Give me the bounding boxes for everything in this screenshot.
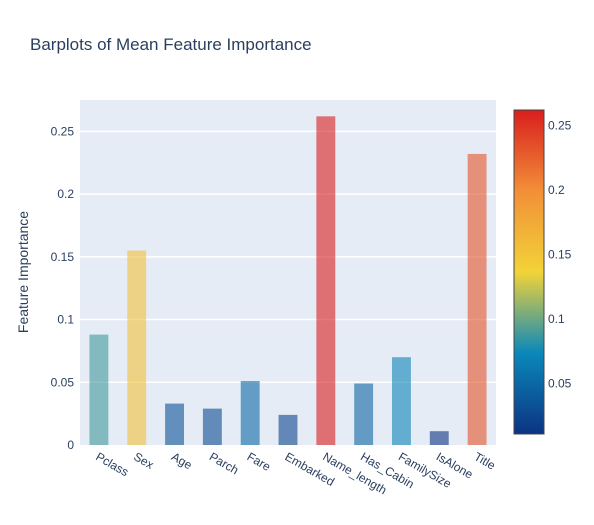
chart-title: Barplots of Mean Feature Importance <box>30 35 312 54</box>
bar-age <box>165 403 184 445</box>
x-axis-ticks: Pclass Sex Age Parch Fare EmbarkedName_length… <box>93 449 498 497</box>
colorbar-tick-label: 0.15 <box>548 248 572 262</box>
bar-embarked <box>278 414 298 445</box>
bar-sex <box>127 250 147 445</box>
y-tick-label: 0.1 <box>57 313 74 327</box>
bar-isalone <box>429 431 449 445</box>
colorbar-tick-label: 0.05 <box>548 377 572 391</box>
bar-parch <box>202 408 222 445</box>
plot-area <box>80 100 496 445</box>
colorbar-tick-label: 0.2 <box>548 183 565 197</box>
x-tick-label: Title <box>472 449 499 472</box>
bar-familysize <box>392 357 411 445</box>
x-tick-label: Age <box>169 449 195 472</box>
x-tick-label: Pclass <box>93 449 131 479</box>
x-tick-label: Parch <box>207 449 241 477</box>
x-tick-label: Sex <box>131 449 156 471</box>
x-tick-label: Fare <box>245 449 274 474</box>
bar-pclass <box>89 334 109 445</box>
bar-has-cabin <box>354 383 374 445</box>
y-axis-title: Feature Importance <box>15 211 31 333</box>
y-tick-label: 0.2 <box>57 187 74 201</box>
y-tick-label: 0 <box>67 438 74 452</box>
colorbar-tick-label: 0.1 <box>548 312 565 326</box>
colorbar-tick-label: 0.25 <box>548 118 572 132</box>
bar-title <box>467 153 487 446</box>
y-tick-label: 0.05 <box>51 375 75 389</box>
gridlines <box>80 130 496 384</box>
bar-fare <box>240 381 260 445</box>
colorbar <box>513 109 545 435</box>
bars <box>89 116 487 446</box>
y-tick-label: 0.25 <box>51 124 75 138</box>
y-axis-ticks: 0 0.05 0.1 0.15 0.2 0.25 <box>51 124 75 452</box>
colorbar-ticks: 0.05 0.1 0.15 0.2 0.25 <box>548 118 572 390</box>
y-tick-label: 0.15 <box>51 250 75 264</box>
bar-name-length <box>316 116 336 446</box>
